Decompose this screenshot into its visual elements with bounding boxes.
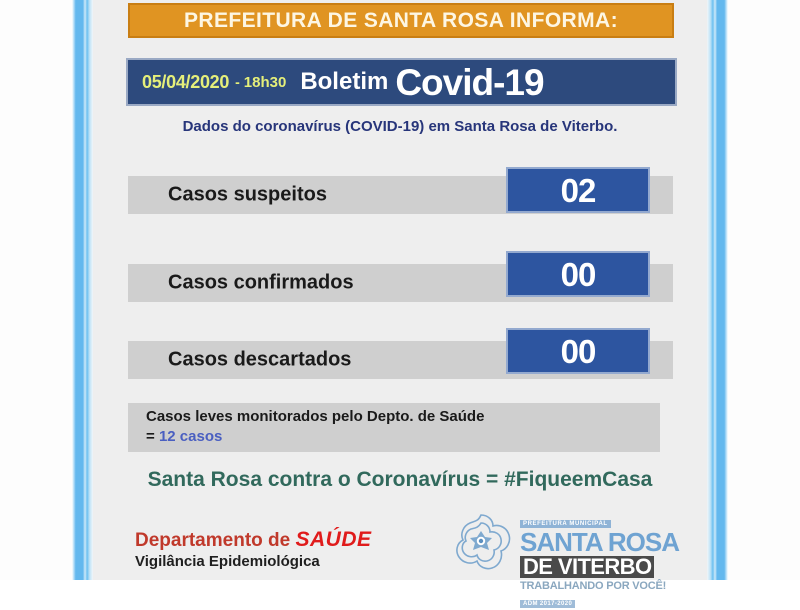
poster-content: PREFEITURA DE SANTA ROSA INFORMA: 05/04/… bbox=[93, 0, 707, 608]
mild-cases-count: 12 casos bbox=[158, 428, 223, 445]
mild-cases-count-line: = 12 casos bbox=[146, 428, 222, 445]
logo-admin-term: ADM 2017-2020 bbox=[520, 599, 576, 608]
logo-motto: TRABALHANDO POR VOCÊ! bbox=[520, 579, 667, 592]
header-banner-text: PREFEITURA DE SANTA ROSA INFORMA: bbox=[184, 8, 618, 32]
left-blue-frame-bar bbox=[72, 0, 93, 580]
department-title-highlight: SAÚDE bbox=[295, 528, 372, 551]
stat-value-confirmed-text: 00 bbox=[560, 255, 597, 293]
logo-prefeitura-label: PREFEITURA MUNICIPAL bbox=[520, 520, 611, 528]
stat-value-discarded: 00 bbox=[506, 328, 650, 374]
department-title: Departamento de SAÚDE bbox=[135, 528, 372, 552]
header-banner: PREFEITURA DE SANTA ROSA INFORMA: bbox=[128, 3, 674, 38]
campaign-tagline: Santa Rosa contra o Coronavírus = #Fique… bbox=[147, 468, 653, 491]
mild-cases-box: Casos leves monitorados pelo Depto. de S… bbox=[128, 403, 660, 452]
right-margin bbox=[728, 0, 800, 580]
logo-city-suffix: DE VITERBO bbox=[520, 555, 655, 579]
department-title-prefix: Departamento de bbox=[135, 530, 296, 551]
bulletin-date: 05/04/2020 bbox=[142, 71, 230, 92]
department-subtitle: Vigilância Epidemiológica bbox=[135, 552, 320, 570]
left-margin bbox=[0, 0, 73, 580]
stat-label-discarded: Casos descartados bbox=[168, 348, 352, 371]
stat-value-suspected: 02 bbox=[506, 167, 650, 213]
bulletin-bar: 05/04/2020 - 18h30 Boletim Covid-19 bbox=[126, 58, 677, 106]
bulletin-word: Boletim bbox=[300, 68, 389, 95]
stat-value-discarded-text: 00 bbox=[560, 332, 597, 370]
rose-emblem-icon bbox=[448, 511, 514, 577]
stat-label-suspected: Casos suspeitos bbox=[168, 183, 327, 206]
mild-cases-label: Casos leves monitorados pelo Depto. de S… bbox=[146, 408, 485, 425]
stat-value-confirmed: 00 bbox=[506, 251, 650, 297]
city-logo: PREFEITURA MUNICIPAL SANTA ROSA DE VITER… bbox=[448, 508, 688, 608]
mild-cases-equals: = bbox=[146, 428, 155, 445]
department-block: Departamento de SAÚDE Vigilância Epidemi… bbox=[135, 528, 372, 570]
stat-label-confirmed: Casos confirmados bbox=[168, 271, 354, 294]
page-subtitle: Dados do coronavírus (COVID-19) em Santa… bbox=[182, 118, 618, 135]
bulletin-separator: - bbox=[235, 74, 240, 90]
right-blue-frame-bar bbox=[707, 0, 728, 580]
city-logo-text: PREFEITURA MUNICIPAL SANTA ROSA DE VITER… bbox=[520, 512, 686, 610]
stat-value-suspected-text: 02 bbox=[560, 171, 597, 209]
logo-city-name: SANTA ROSA bbox=[520, 527, 680, 557]
bulletin-covid-title: Covid-19 bbox=[395, 61, 544, 103]
bulletin-time: 18h30 bbox=[243, 73, 287, 91]
